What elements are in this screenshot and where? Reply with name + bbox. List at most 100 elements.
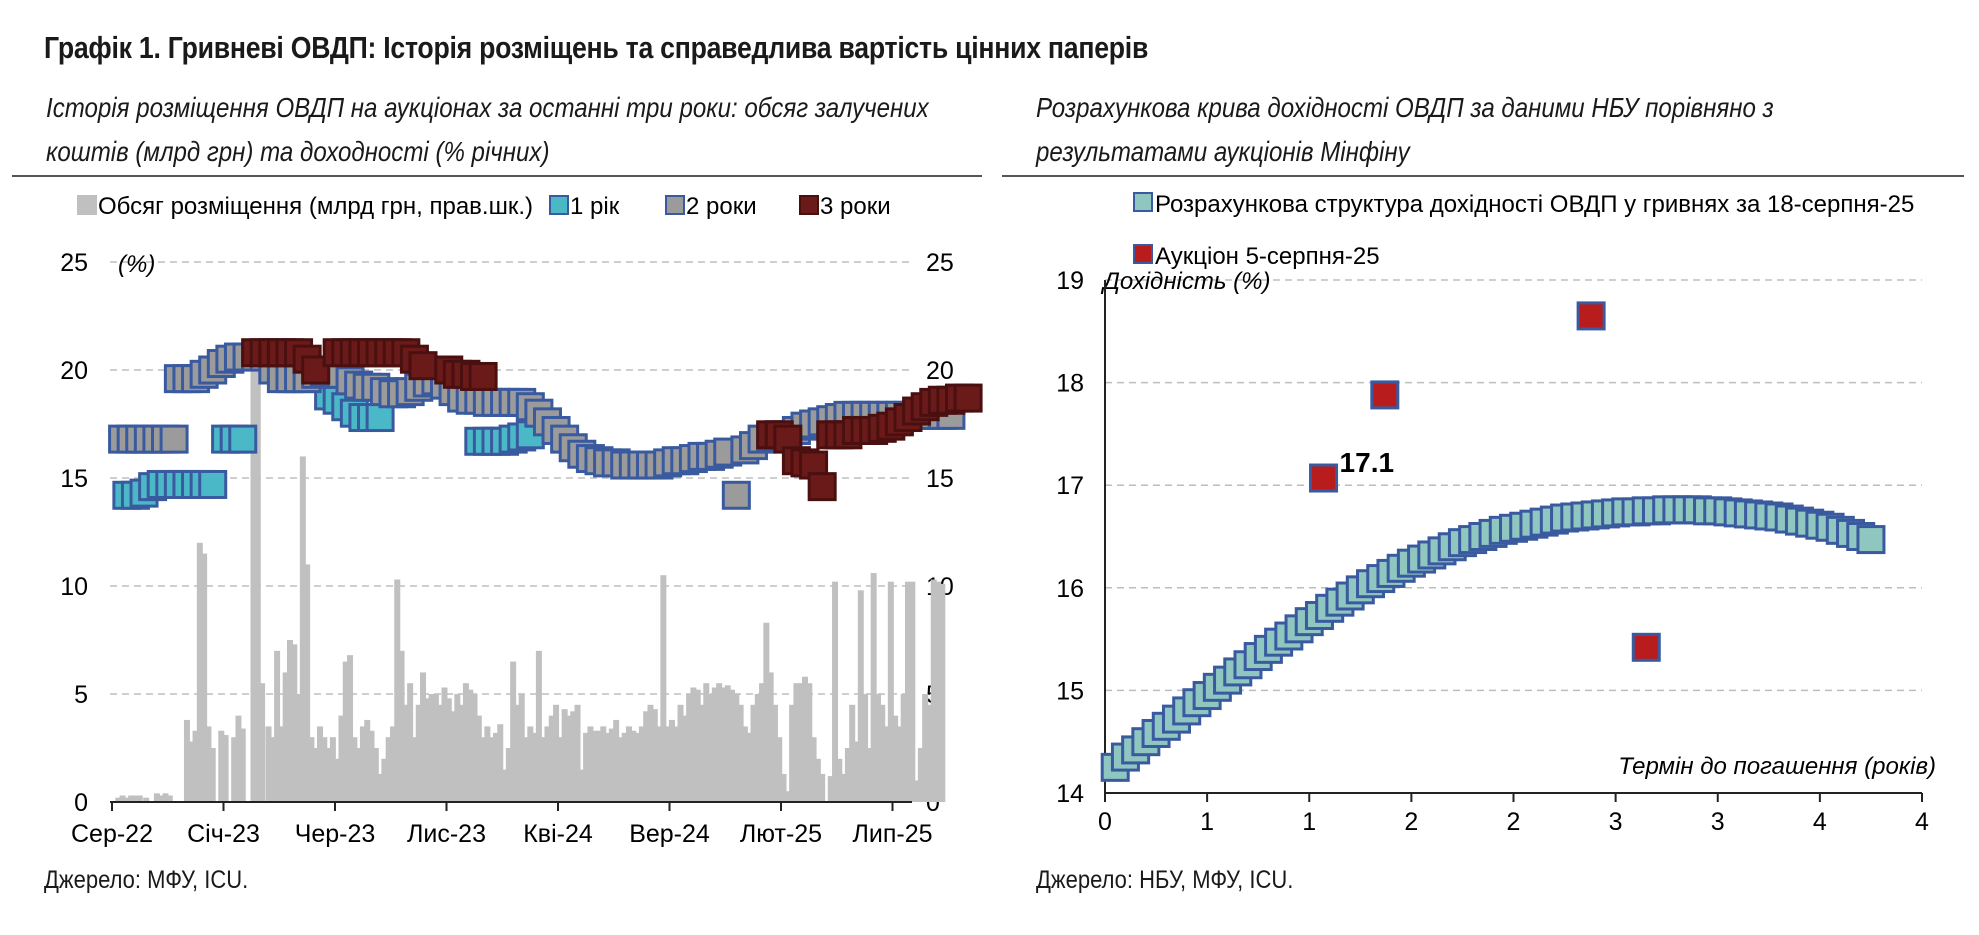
volume-bar [750, 704, 757, 802]
volume-bar [900, 694, 907, 802]
y2-point [159, 424, 189, 454]
volume-bar [527, 726, 534, 802]
y-tick-label: 19 [1056, 267, 1084, 295]
legend-label: 2 роки [686, 193, 757, 220]
volume-bar [720, 687, 727, 802]
volume-bar [793, 683, 800, 802]
volume-bar [819, 773, 826, 802]
right-chart-subtitle: Розрахункова крива дохідності ОВДП за да… [1036, 92, 1774, 167]
volume-bar [729, 689, 736, 802]
volume-bar [523, 737, 530, 802]
main-title: Графік 1. Гривневі ОВДП: Історія розміще… [44, 30, 1149, 65]
y-tick-label: 25 [60, 249, 88, 277]
volume-bar [892, 715, 899, 802]
volume-bar [183, 719, 190, 802]
volume-bar [939, 583, 946, 802]
y1-point [198, 469, 228, 499]
volume-bar [510, 661, 517, 802]
volume-bar [681, 715, 688, 802]
volume-bar [291, 644, 298, 802]
volume-bar [259, 683, 266, 802]
volume-bar [922, 694, 929, 802]
volume-bar [531, 732, 538, 802]
volume-bar [643, 711, 650, 802]
volume-bar [862, 694, 869, 802]
auction-point [1370, 380, 1400, 410]
volume-bar [840, 773, 847, 802]
volume-bar [591, 730, 598, 802]
volume-bar [797, 683, 804, 802]
volume-bar [334, 758, 341, 802]
volume-bar [196, 542, 203, 802]
volume-bar [304, 564, 311, 802]
auction-point [1309, 463, 1339, 493]
y-axis-label: Дохідність (%) [1100, 268, 1270, 295]
volume-bar [677, 704, 684, 802]
x-tick-label: Лип-25 [852, 820, 932, 848]
volume-bar [347, 655, 354, 802]
x-tick-label: Січ-23 [187, 820, 260, 848]
y3-point [953, 383, 983, 413]
volume-bar [132, 795, 139, 802]
volume-bar [484, 726, 491, 802]
volume-bar [621, 732, 628, 802]
volume-bar [372, 748, 379, 802]
y-tick-label: 16 [1056, 575, 1084, 603]
y2-tick-label: 20 [926, 357, 954, 385]
volume-bar [707, 694, 714, 802]
volume-bar [222, 735, 229, 802]
volume-bar [254, 370, 261, 802]
volume-bar [656, 726, 663, 802]
legend-label: 3 роки [820, 193, 891, 220]
volume-bar [325, 748, 332, 802]
volume-bar [874, 694, 881, 802]
left-divider [12, 175, 982, 177]
y-tick-label: 17 [1056, 472, 1084, 500]
legend-swatch [799, 195, 819, 215]
y-tick-label: 20 [60, 357, 88, 385]
volume-bar [595, 730, 602, 802]
volume-bar [638, 726, 645, 802]
volume-bar [269, 737, 276, 802]
x-tick-label: 4 [1813, 808, 1827, 836]
volume-bar [278, 726, 285, 802]
volume-bar [454, 694, 461, 802]
volume-bar [338, 715, 345, 802]
volume-bar [634, 732, 641, 802]
volume-bar [471, 694, 478, 802]
y1-point [365, 403, 395, 433]
volume-bar [166, 795, 173, 802]
y-tick-label: 15 [1056, 677, 1084, 705]
volume-bar [887, 581, 894, 802]
volume-bar [437, 704, 444, 802]
volume-bar [450, 711, 457, 802]
volume-bar [299, 456, 306, 802]
volume-bar [462, 683, 469, 802]
volume-bar [578, 769, 585, 802]
volume-bar [600, 726, 607, 802]
volume-bar [501, 769, 508, 802]
volume-bar [364, 719, 371, 802]
volume-bar [647, 704, 654, 802]
volume-bar [737, 704, 744, 802]
volume-bar [733, 694, 740, 802]
volume-bar [896, 726, 903, 802]
volume-bar [235, 715, 242, 802]
volume-bar [162, 793, 169, 802]
left-chart-subtitle: Історія розміщення ОВДП на аукціонах за … [46, 92, 929, 167]
volume-bar [690, 687, 697, 802]
volume-bar [844, 748, 851, 802]
volume-bar [810, 737, 817, 802]
volume-bar [557, 737, 564, 802]
volume-bar [407, 683, 414, 802]
volume-bar [128, 795, 135, 802]
volume-bar [570, 711, 577, 802]
volume-bar [673, 726, 680, 802]
volume-bar [626, 726, 633, 802]
volume-bar [377, 773, 384, 802]
y-tick-label: 5 [74, 681, 88, 709]
legend-swatch [1133, 244, 1153, 264]
volume-bar [514, 704, 521, 802]
volume-bar [342, 661, 349, 802]
volume-bar [209, 748, 216, 802]
